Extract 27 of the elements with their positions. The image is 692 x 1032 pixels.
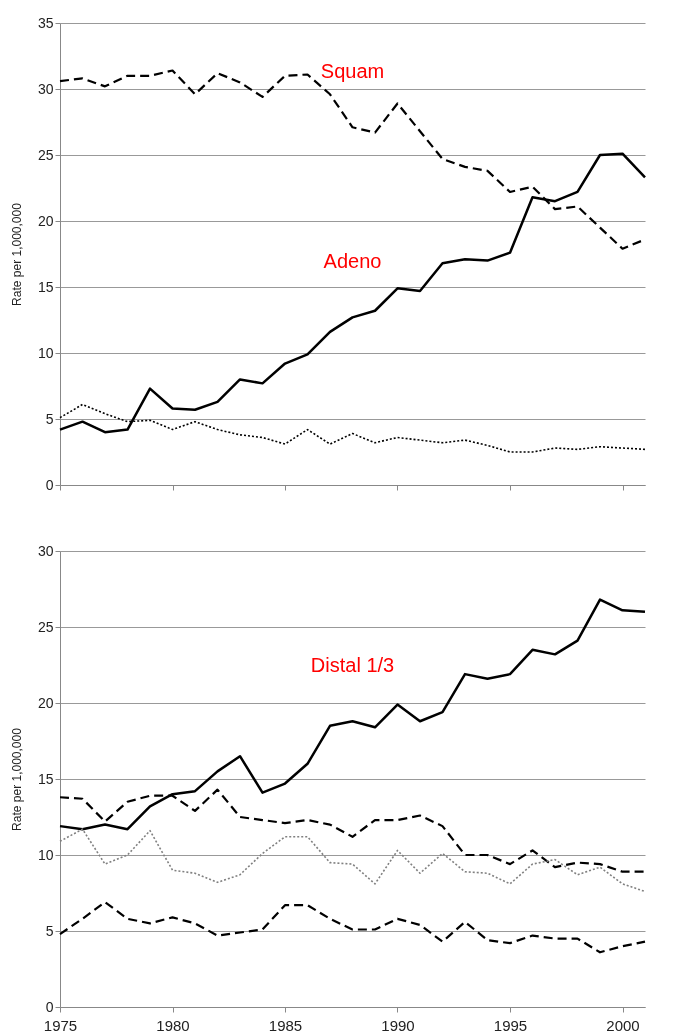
y-tick-label: 20 xyxy=(37,212,54,229)
y-tick-label: 25 xyxy=(37,618,54,635)
y-tick-label: 0 xyxy=(45,998,54,1015)
x-tick-label: 1990 xyxy=(381,1016,415,1032)
y-tick-label: 35 xyxy=(37,14,54,31)
series-label: Distal 1/3 xyxy=(310,654,395,677)
y-tick-label: 30 xyxy=(37,80,54,97)
y-tick-label: 15 xyxy=(37,770,54,787)
x-tick-label: 1975 xyxy=(43,1016,78,1032)
y-axis-title: Rate per 1,000,000 xyxy=(9,202,24,306)
x-tick-label: 1980 xyxy=(156,1016,190,1032)
y-tick-label: 15 xyxy=(37,278,54,295)
y-tick-label: 10 xyxy=(37,344,54,361)
y-tick-label: 25 xyxy=(37,146,54,163)
y-tick-label: 30 xyxy=(37,542,54,559)
y-tick-label: 0 xyxy=(45,476,54,493)
y-tick-label: 10 xyxy=(37,846,54,863)
y-tick-label: 5 xyxy=(45,410,54,427)
x-tick-label: 2000 xyxy=(606,1016,640,1032)
y-axis-title: Rate per 1,000,000 xyxy=(9,727,24,831)
series-label: Squam xyxy=(320,60,385,83)
series-label: Adeno xyxy=(323,250,382,273)
x-tick-label: 1985 xyxy=(268,1016,303,1032)
y-tick-label: 5 xyxy=(45,922,54,939)
x-tick-label: 1995 xyxy=(493,1016,528,1032)
line-series xyxy=(58,901,647,954)
y-tick-label: 20 xyxy=(37,694,54,711)
